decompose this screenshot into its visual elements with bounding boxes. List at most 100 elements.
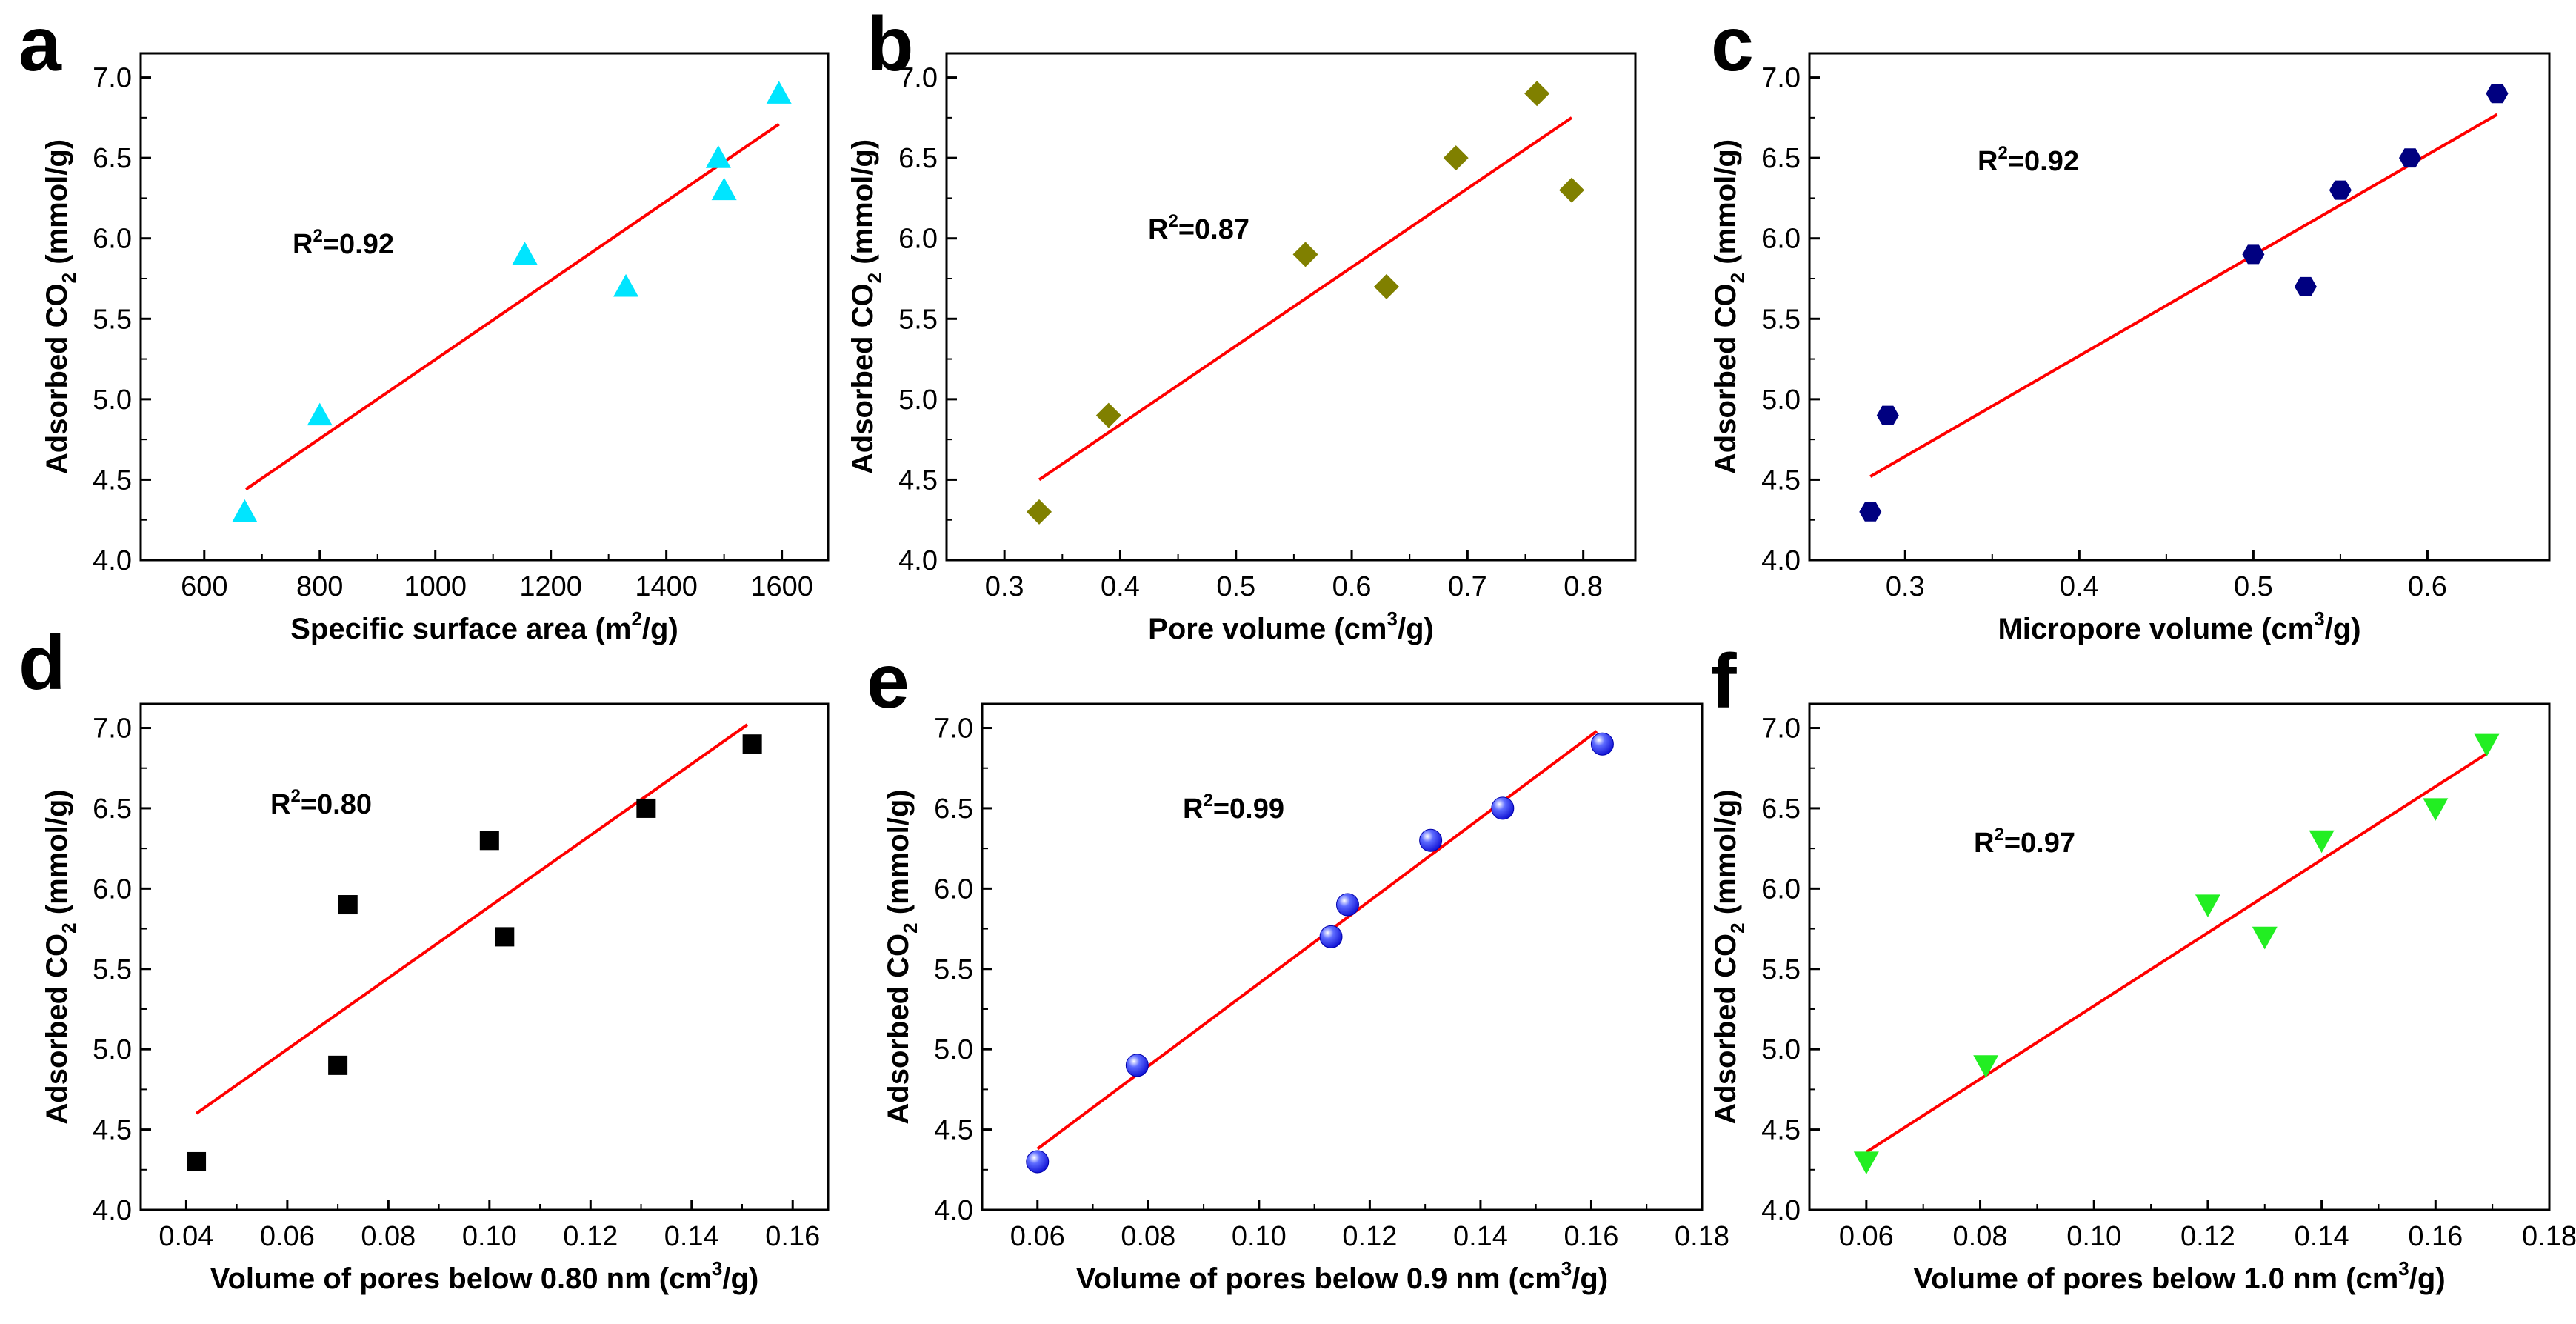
y-tick-label: 5.5	[1761, 954, 1801, 985]
data-point	[1853, 1151, 1879, 1174]
data-point	[2294, 276, 2317, 296]
data-point	[338, 895, 358, 915]
x-tick-label: 0.7	[1448, 571, 1487, 602]
y-tick-label: 5.5	[934, 954, 973, 985]
data-point	[1491, 796, 1515, 820]
y-tick-label: 6.0	[898, 224, 938, 255]
x-tick-label: 0.6	[1332, 571, 1372, 602]
data-point	[495, 927, 515, 947]
x-tick-label: 0.14	[664, 1221, 719, 1252]
linear-fit-line	[1865, 752, 2488, 1154]
data-point	[1373, 273, 1399, 299]
data-point	[479, 831, 499, 851]
y-axis-label: Adsorbed CO2 (mmol/g)	[41, 139, 80, 474]
x-tick-label: 1000	[404, 571, 467, 602]
r-squared-label: R2=0.92	[1978, 143, 2079, 177]
linear-fit-line	[244, 122, 780, 491]
x-axis-label: Pore volume (cm3/g)	[1148, 608, 1434, 645]
y-tick-label: 4.5	[1761, 1115, 1801, 1146]
panel-letter: c	[1711, 1, 1754, 87]
y-tick-label: 7.0	[898, 63, 938, 94]
x-tick-label: 1200	[519, 571, 582, 602]
data-point	[2486, 84, 2509, 104]
y-tick-label: 6.0	[93, 874, 132, 905]
data-point	[1973, 1055, 1999, 1078]
chart-panel-c: 0.3 0.4 0.5 0.6 4.0 4.5 5.0 5.5 6.0 6.5 7.0 Micropo…	[1709, 1, 2551, 645]
x-tick-label: 0.3	[1886, 571, 1925, 602]
data-point	[1027, 499, 1052, 525]
data-point	[307, 402, 333, 426]
chart-panel-e: 0.06 0.08 0.10 0.12 0.14 0.16 0.18 4.0 4.5 5.0 5.5…	[867, 639, 1729, 1295]
y-tick-label: 6.5	[898, 143, 938, 174]
y-tick-label: 5.0	[898, 385, 938, 416]
x-tick-label: 0.06	[260, 1221, 315, 1252]
data-point	[1335, 893, 1359, 917]
y-tick-label: 4.0	[93, 1195, 132, 1226]
data-point	[1524, 81, 1550, 107]
x-tick-label: 0.18	[2522, 1221, 2576, 1252]
y-axis-label: Adsorbed CO2 (mmol/g)	[1709, 139, 1749, 474]
y-tick-label: 6.5	[1761, 794, 1801, 825]
y-tick-label: 5.0	[1761, 1034, 1801, 1065]
y-tick-label: 4.5	[93, 1115, 132, 1146]
data-point	[1559, 177, 1585, 203]
x-tick-label: 0.16	[765, 1221, 820, 1252]
y-axis-label: Adsorbed CO2 (mmol/g)	[41, 789, 80, 1124]
data-point	[1419, 828, 1443, 852]
linear-fit-line	[1036, 730, 1598, 1151]
chart-panel-d: 0.04 0.06 0.08 0.10 0.12 0.14 0.16 4.0 4.5 5.0 5.5…	[19, 620, 830, 1295]
y-axis-label: Adsorbed CO2 (mmol/g)	[1709, 789, 1749, 1124]
x-tick-label: 0.10	[462, 1221, 517, 1252]
data-point	[1319, 925, 1343, 948]
y-tick-label: 5.5	[93, 954, 132, 985]
x-tick-label: 0.08	[1953, 1221, 2008, 1252]
chart-panel-b: 0.3 0.4 0.5 0.6 0.7 0.8 4.0 4.5 5.0 5.5 6.0 6.5 7.0 P…	[847, 1, 1637, 645]
plot-frame	[1808, 52, 2551, 562]
data-point	[1590, 732, 1614, 756]
x-tick-label: 0.5	[2234, 571, 2273, 602]
data-point	[512, 242, 538, 265]
plot-frame	[1808, 702, 2551, 1211]
x-tick-label: 0.10	[1232, 1221, 1287, 1252]
y-tick-label: 7.0	[93, 713, 132, 745]
r-squared-label: R2=0.80	[270, 786, 372, 820]
y-tick-label: 6.5	[934, 794, 973, 825]
x-tick-label: 0.12	[1342, 1221, 1397, 1252]
y-tick-label: 6.0	[1761, 224, 1801, 255]
data-point	[613, 273, 639, 297]
panel-letter: f	[1711, 639, 1737, 725]
x-tick-label: 600	[181, 571, 227, 602]
r-squared-label: R2=0.97	[1974, 825, 2075, 859]
data-point	[1876, 405, 1899, 425]
x-axis-label: Volume of pores below 0.9 nm (cm3/g)	[1076, 1257, 1608, 1295]
x-tick-label: 800	[296, 571, 343, 602]
y-tick-label: 4.0	[93, 545, 132, 576]
data-point	[2474, 733, 2500, 757]
data-point	[2252, 926, 2278, 950]
data-point	[2329, 180, 2352, 200]
data-point	[1859, 502, 1882, 522]
linear-fit-line	[195, 723, 748, 1115]
panel-letter: b	[867, 1, 914, 87]
data-point	[2242, 244, 2265, 265]
linear-fit-line	[1869, 113, 2498, 478]
x-tick-label: 0.3	[985, 571, 1024, 602]
x-tick-label: 0.10	[2066, 1221, 2121, 1252]
y-tick-label: 7.0	[1761, 63, 1801, 94]
y-tick-label: 4.0	[898, 545, 938, 576]
y-tick-label: 6.5	[93, 794, 132, 825]
data-point	[1095, 402, 1121, 428]
y-axis-label: Adsorbed CO2 (mmol/g)	[882, 789, 921, 1124]
x-tick-label: 0.04	[159, 1221, 213, 1252]
chart-panel-f: 0.06 0.08 0.10 0.12 0.14 0.16 0.18 4.0 4.5 5.0 5.5…	[1709, 639, 2576, 1295]
x-tick-label: 0.12	[563, 1221, 618, 1252]
y-tick-label: 4.0	[1761, 1195, 1801, 1226]
data-point	[232, 499, 258, 522]
r-squared-label: R2=0.92	[293, 226, 394, 260]
x-tick-label: 0.18	[1675, 1221, 1729, 1252]
y-tick-label: 5.5	[898, 304, 938, 335]
x-tick-label: 0.6	[2408, 571, 2447, 602]
x-tick-label: 1400	[635, 571, 698, 602]
y-tick-label: 6.0	[1761, 874, 1801, 905]
